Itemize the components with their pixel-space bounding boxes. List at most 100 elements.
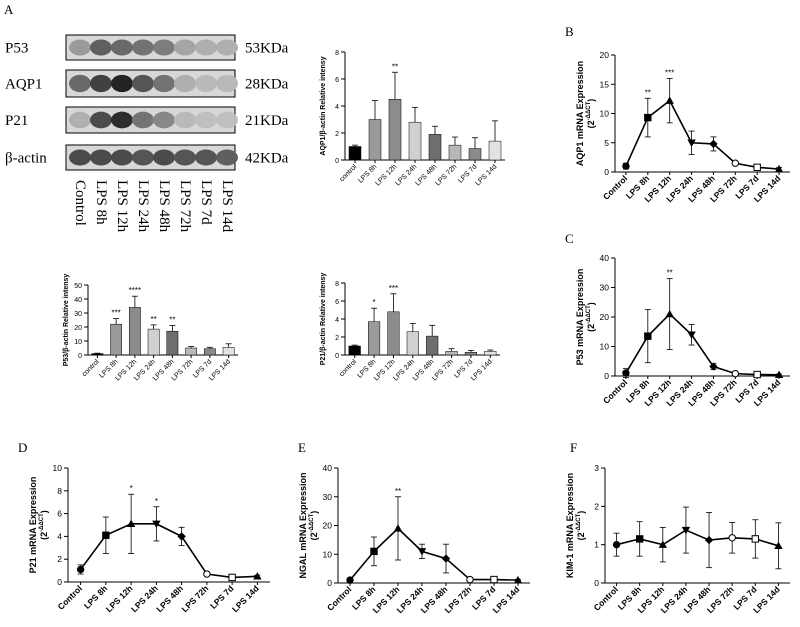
marker <box>644 332 652 340</box>
size-label: 28KDa <box>245 77 289 93</box>
y-axis-label: AQP1/β-actin Relative intensy <box>320 56 327 155</box>
unit-base: (2 <box>586 324 596 332</box>
marker <box>253 572 262 580</box>
y-axis-unit: (2-ΔΔCT) <box>586 99 596 129</box>
bar <box>368 119 382 161</box>
bar <box>484 351 497 356</box>
y-tick-label: 4 <box>57 531 62 541</box>
unit-base: (2 <box>576 532 586 540</box>
blot-band <box>90 74 112 93</box>
y-tick-label: 20 <box>74 325 82 332</box>
marker <box>393 524 403 532</box>
y-tick-label: 50 <box>74 283 82 290</box>
blot-band <box>153 149 175 166</box>
y-axis-label: P21/β-actin Relative intensy <box>320 273 327 366</box>
bar <box>488 140 502 161</box>
marker <box>513 575 523 584</box>
x-tick-label: LPS 48h <box>154 583 185 614</box>
x-tick-label: LPS 24h <box>129 583 160 614</box>
marker <box>751 535 760 543</box>
blot-band <box>195 111 217 129</box>
marker <box>731 369 740 378</box>
bar <box>204 348 216 356</box>
bar <box>147 328 160 356</box>
significance: *** <box>111 309 120 318</box>
blot-band <box>153 74 175 93</box>
y-tick-label: 0 <box>604 167 609 177</box>
marker <box>753 370 761 379</box>
y-tick-label: 1 <box>594 540 599 550</box>
significance: ** <box>395 487 401 496</box>
line <box>616 529 779 547</box>
y-tick-label: 10 <box>600 342 610 352</box>
lane-label: LPS 14d <box>219 180 235 233</box>
significance: ** <box>392 62 398 71</box>
y-tick-label: 10 <box>74 339 82 346</box>
panel-label: D <box>18 440 27 455</box>
marker <box>774 370 784 379</box>
unit-sup: -ΔΔCT <box>586 101 592 120</box>
y-tick-label: 15 <box>600 79 610 89</box>
marker <box>346 576 354 584</box>
blot-band <box>216 149 238 166</box>
y-tick-label: 40 <box>74 297 82 304</box>
marker <box>466 575 474 584</box>
marker <box>753 163 761 172</box>
bar <box>468 148 482 161</box>
unit-sup: -ΔΔCT <box>586 305 592 324</box>
y-axis-unit: (2-ΔΔCT) <box>39 510 49 540</box>
marker <box>622 162 630 170</box>
protein-label: P53 <box>5 41 28 57</box>
y-tick-label: 0 <box>57 577 62 587</box>
blot-band <box>132 111 154 129</box>
y-tick-label: 2 <box>57 554 62 564</box>
marker <box>728 534 736 542</box>
blot-band <box>111 39 133 56</box>
significance: ** <box>645 88 651 97</box>
y-tick-label: 8 <box>335 281 339 288</box>
x-tick-label: Control <box>601 173 629 201</box>
lane-label: LPS 72h <box>177 180 193 233</box>
marker <box>687 331 696 339</box>
y-tick-label: 3 <box>594 463 599 473</box>
lane-label: Control <box>72 180 88 226</box>
blot-band <box>69 149 91 166</box>
blot-band <box>132 39 154 56</box>
panel-labels: A B C D E F <box>4 2 577 455</box>
bar <box>388 99 402 161</box>
y-tick-label: 2 <box>335 335 339 342</box>
x-tick-label: LPS 12h <box>104 583 135 614</box>
blot-band <box>69 74 91 93</box>
blot-band <box>216 39 238 56</box>
bar <box>222 347 235 356</box>
x-tick-label: LPS 72h <box>179 583 210 614</box>
unit-end: ) <box>586 302 596 305</box>
blot-band <box>90 39 112 56</box>
y-tick-label: 10 <box>600 109 610 119</box>
unit-end: ) <box>586 99 596 102</box>
marker <box>774 164 784 173</box>
marker <box>709 139 718 149</box>
marker <box>126 519 136 528</box>
lane-label: LPS 12h <box>114 180 130 233</box>
western-blot: P53 53KDa AQP1 28KDa P21 21KDa β-actin 42KDa Con… <box>5 34 289 233</box>
bar <box>166 330 179 356</box>
x-tick-label: LPS 14d <box>470 358 494 382</box>
protein-label: β-actin <box>5 151 47 167</box>
x-tick-label: LPS 72h <box>434 163 458 187</box>
y-tick-label: 2 <box>335 131 339 138</box>
x-tick-label: LPS 14d <box>230 583 261 614</box>
bar <box>387 311 400 356</box>
unit-sup: -ΔΔCT <box>39 513 45 532</box>
lane-label: LPS 48h <box>156 180 172 233</box>
panel-label: F <box>570 440 577 455</box>
marker <box>665 309 674 318</box>
x-tick-label: LPS 72h <box>431 358 455 382</box>
y-tick-label: 20 <box>600 312 610 322</box>
blot-band <box>111 111 133 129</box>
protein-label: P21 <box>5 113 28 129</box>
unit-end: ) <box>309 511 319 514</box>
marker <box>102 531 110 539</box>
marker <box>228 573 236 582</box>
unit-sup: -ΔΔCT <box>309 513 315 532</box>
